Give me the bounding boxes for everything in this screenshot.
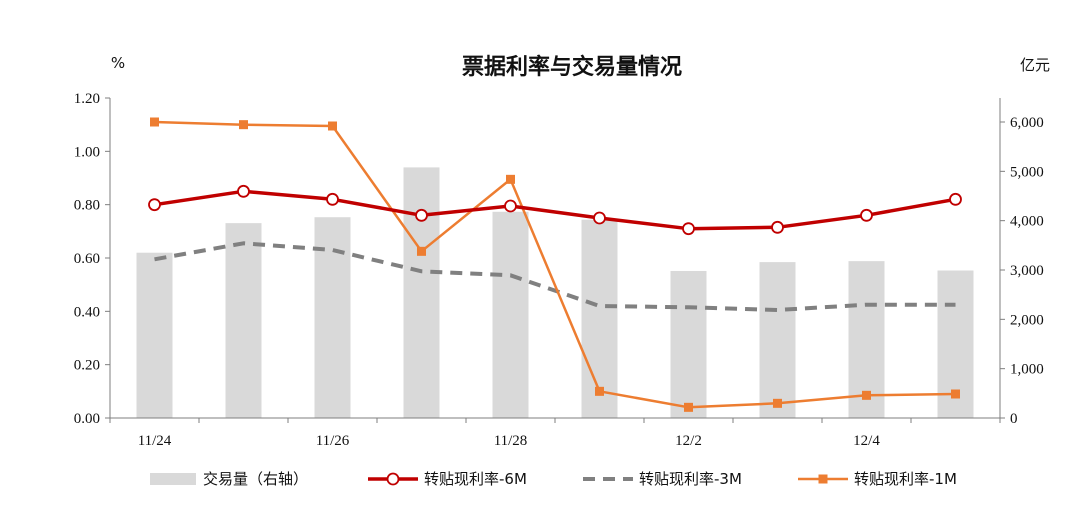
chart-title: 票据利率与交易量情况 bbox=[462, 54, 682, 80]
point-1m bbox=[150, 117, 159, 127]
legend-label-1m: 转贴现利率-1M bbox=[854, 470, 957, 488]
point-6m bbox=[148, 198, 161, 212]
point-1m bbox=[506, 174, 515, 184]
point-6m bbox=[593, 211, 606, 225]
volume-bar bbox=[581, 219, 618, 418]
left-tick-label: 1.00 bbox=[74, 144, 100, 160]
left-tick-label: 0.00 bbox=[74, 411, 100, 427]
volume-bar bbox=[403, 167, 440, 418]
point-6m bbox=[682, 222, 695, 236]
x-tick-label: 12/2 bbox=[675, 433, 702, 449]
legend-swatch-volume bbox=[150, 473, 196, 485]
point-6m bbox=[860, 208, 873, 222]
point-1m bbox=[595, 386, 604, 396]
x-tick-label: 11/26 bbox=[316, 433, 350, 449]
left-tick-label: 0.60 bbox=[74, 251, 100, 267]
legend-label-3m: 转贴现利率-3M bbox=[639, 470, 742, 488]
right-tick-label: 3,000 bbox=[1010, 263, 1044, 279]
point-1m bbox=[328, 121, 337, 131]
right-axis-unit: 亿元 bbox=[1020, 56, 1050, 74]
volume-bar bbox=[136, 252, 173, 418]
right-tick-label: 5,000 bbox=[1010, 164, 1044, 180]
left-axis-unit: % bbox=[111, 54, 125, 72]
x-tick-label: 11/28 bbox=[494, 433, 528, 449]
series-line-转贴现利率-3M bbox=[154, 241, 956, 312]
point-6m bbox=[949, 192, 962, 206]
x-tick-label: 12/4 bbox=[853, 433, 880, 449]
volume-bar bbox=[670, 270, 707, 418]
right-tick-label: 2,000 bbox=[1010, 312, 1044, 328]
point-6m bbox=[237, 184, 250, 198]
point-1m bbox=[239, 120, 248, 130]
legend: 交易量（右轴） 转贴现利率-6M 转贴现利率-3M 转贴现利率-1M bbox=[150, 470, 957, 488]
point-1m bbox=[862, 390, 871, 400]
point-6m bbox=[771, 220, 784, 234]
point-6m bbox=[504, 199, 517, 213]
volume-bar bbox=[759, 262, 796, 418]
point-6m bbox=[326, 192, 339, 206]
volume-bar bbox=[225, 223, 262, 418]
left-tick-label: 0.80 bbox=[74, 198, 100, 214]
series-line-转贴现利率-1M bbox=[154, 120, 956, 409]
right-tick-label: 6,000 bbox=[1010, 115, 1044, 131]
line-series bbox=[148, 117, 962, 412]
point-1m bbox=[951, 389, 960, 399]
legend-label-volume: 交易量（右轴） bbox=[203, 470, 308, 488]
right-tick-label: 4,000 bbox=[1010, 214, 1044, 230]
left-tick-label: 0.40 bbox=[74, 304, 100, 320]
legend-swatch-1m-marker bbox=[818, 474, 828, 484]
legend-swatch-6m-marker bbox=[386, 472, 400, 486]
right-tick-label: 1,000 bbox=[1010, 362, 1044, 378]
point-6m bbox=[415, 208, 428, 222]
legend-label-6m: 转贴现利率-6M bbox=[424, 470, 527, 488]
left-tick-label: 1.20 bbox=[74, 91, 100, 107]
volume-bar bbox=[492, 211, 529, 418]
x-tick-label: 11/24 bbox=[138, 433, 172, 449]
axes: 0.00 0.20 0.40 0.60 0.80 1.00 1.20 0 1,000 2,000 3… bbox=[74, 91, 1044, 449]
series-line-转贴现利率-6M bbox=[154, 189, 956, 231]
point-1m bbox=[773, 398, 782, 408]
point-1m bbox=[417, 246, 426, 256]
point-1m bbox=[684, 402, 693, 412]
left-tick-label: 0.20 bbox=[74, 358, 100, 374]
right-tick-label: 0 bbox=[1010, 411, 1018, 427]
